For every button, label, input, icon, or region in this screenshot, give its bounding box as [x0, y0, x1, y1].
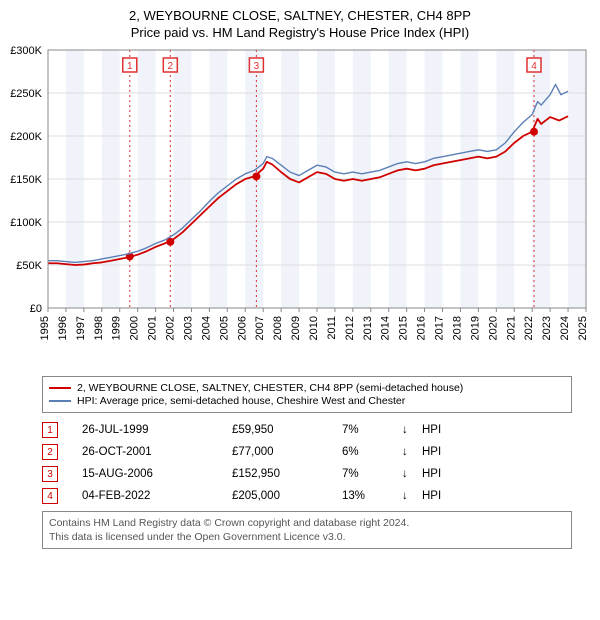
- legend: 2, WEYBOURNE CLOSE, SALTNEY, CHESTER, CH…: [42, 376, 572, 413]
- svg-text:2020: 2020: [487, 316, 499, 340]
- svg-text:2010: 2010: [308, 316, 320, 340]
- svg-text:2006: 2006: [236, 316, 248, 340]
- svg-text:1996: 1996: [57, 316, 69, 340]
- sale-price: £59,950: [232, 424, 342, 436]
- svg-text:2007: 2007: [254, 316, 266, 340]
- svg-text:2: 2: [168, 61, 174, 72]
- svg-text:2025: 2025: [577, 316, 589, 340]
- sale-row: 2 26-OCT-2001£77,0006%↓HPI: [42, 441, 572, 463]
- svg-text:2019: 2019: [469, 316, 481, 340]
- legend-label: HPI: Average price, semi-detached house,…: [77, 395, 405, 407]
- legend-item: HPI: Average price, semi-detached house,…: [49, 395, 565, 407]
- sale-vs-label: HPI: [422, 446, 441, 458]
- down-arrow-icon: ↓: [402, 490, 422, 502]
- svg-text:1995: 1995: [39, 316, 51, 340]
- svg-text:4: 4: [531, 61, 537, 72]
- svg-text:2005: 2005: [218, 316, 230, 340]
- svg-text:1999: 1999: [111, 316, 123, 340]
- svg-text:2016: 2016: [416, 316, 428, 340]
- chart-svg: £0 £50K £100K £150K £200K £250K £300K 1 2 3 4 1995 1…: [0, 40, 600, 370]
- svg-text:2012: 2012: [344, 316, 356, 340]
- sale-vs-label: HPI: [422, 490, 441, 502]
- sale-date: 04-FEB-2022: [82, 490, 232, 502]
- svg-text:1: 1: [127, 61, 133, 72]
- down-arrow-icon: ↓: [402, 468, 422, 480]
- sale-price: £205,000: [232, 490, 342, 502]
- chart: £0 £50K £100K £150K £200K £250K £300K 1 2 3 4 1995 1…: [0, 40, 600, 370]
- sale-date: 26-JUL-1999: [82, 424, 232, 436]
- sale-diff: 6%: [342, 446, 402, 458]
- legend-swatch: [49, 400, 71, 402]
- down-arrow-icon: ↓: [402, 424, 422, 436]
- svg-text:2014: 2014: [380, 316, 392, 340]
- svg-text:2015: 2015: [398, 316, 410, 340]
- svg-text:2004: 2004: [200, 316, 212, 340]
- svg-text:£250K: £250K: [10, 88, 42, 100]
- svg-text:2024: 2024: [559, 316, 571, 340]
- svg-text:2001: 2001: [147, 316, 159, 340]
- footer-attribution: Contains HM Land Registry data © Crown c…: [42, 511, 572, 549]
- sale-marker: 4: [42, 488, 58, 504]
- page: 2, WEYBOURNE CLOSE, SALTNEY, CHESTER, CH…: [0, 0, 600, 549]
- svg-text:2008: 2008: [272, 316, 284, 340]
- svg-text:£100K: £100K: [10, 217, 42, 229]
- sale-vs-label: HPI: [422, 424, 441, 436]
- svg-text:2022: 2022: [523, 316, 535, 340]
- sale-row: 1 26-JUL-1999£59,9507%↓HPI: [42, 419, 572, 441]
- down-arrow-icon: ↓: [402, 446, 422, 458]
- footer-line1: Contains HM Land Registry data © Crown c…: [49, 516, 565, 530]
- title-address: 2, WEYBOURNE CLOSE, SALTNEY, CHESTER, CH…: [0, 8, 600, 23]
- legend-item: 2, WEYBOURNE CLOSE, SALTNEY, CHESTER, CH…: [49, 382, 565, 394]
- legend-swatch: [49, 387, 71, 389]
- svg-text:2021: 2021: [505, 316, 517, 340]
- sale-row: 3 15-AUG-2006£152,9507%↓HPI: [42, 463, 572, 485]
- sale-diff: 13%: [342, 490, 402, 502]
- sale-price: £152,950: [232, 468, 342, 480]
- sale-date: 15-AUG-2006: [82, 468, 232, 480]
- chart-titles: 2, WEYBOURNE CLOSE, SALTNEY, CHESTER, CH…: [0, 0, 600, 40]
- footer-line2: This data is licensed under the Open Gov…: [49, 530, 565, 544]
- sale-date: 26-OCT-2001: [82, 446, 232, 458]
- svg-text:2023: 2023: [541, 316, 553, 340]
- legend-label: 2, WEYBOURNE CLOSE, SALTNEY, CHESTER, CH…: [77, 382, 463, 394]
- svg-text:2000: 2000: [129, 316, 141, 340]
- svg-text:£300K: £300K: [10, 45, 42, 57]
- sale-marker: 3: [42, 466, 58, 482]
- svg-text:£200K: £200K: [10, 131, 42, 143]
- sales-table: 126-JUL-1999£59,9507%↓HPI226-OCT-2001£77…: [42, 419, 572, 507]
- svg-text:2013: 2013: [362, 316, 374, 340]
- svg-text:1997: 1997: [75, 316, 87, 340]
- svg-text:2009: 2009: [290, 316, 302, 340]
- sale-diff: 7%: [342, 424, 402, 436]
- sale-row: 4 04-FEB-2022£205,00013%↓HPI: [42, 485, 572, 507]
- title-subtitle: Price paid vs. HM Land Registry's House …: [0, 25, 600, 40]
- sale-marker: 2: [42, 444, 58, 460]
- svg-text:2018: 2018: [451, 316, 463, 340]
- svg-text:£0: £0: [30, 303, 42, 315]
- svg-text:3: 3: [254, 61, 260, 72]
- sale-diff: 7%: [342, 468, 402, 480]
- svg-text:£150K: £150K: [10, 174, 42, 186]
- svg-text:2017: 2017: [434, 316, 446, 340]
- svg-text:£50K: £50K: [16, 260, 42, 272]
- sale-vs-label: HPI: [422, 468, 441, 480]
- svg-text:1998: 1998: [93, 316, 105, 340]
- sale-marker: 1: [42, 422, 58, 438]
- svg-text:2011: 2011: [326, 316, 338, 340]
- svg-text:2003: 2003: [182, 316, 194, 340]
- sale-price: £77,000: [232, 446, 342, 458]
- svg-text:2002: 2002: [165, 316, 177, 340]
